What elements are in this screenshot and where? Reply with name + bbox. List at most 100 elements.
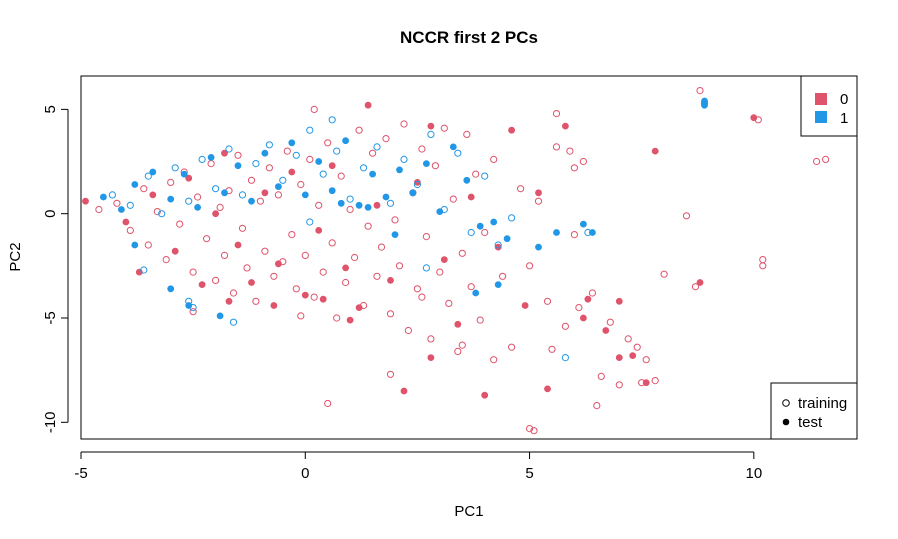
- point-class-0-test: [270, 302, 278, 309]
- point-class-0-training: [167, 178, 175, 186]
- point-class-0-test: [602, 327, 610, 334]
- point-class-1-training: [400, 155, 408, 163]
- x-tick-label: 0: [301, 465, 309, 482]
- point-class-0-training: [395, 262, 404, 270]
- legend-test-label: test: [798, 414, 823, 431]
- point-class-0-training: [247, 176, 256, 184]
- legend-class: 0 1: [800, 75, 858, 137]
- point-class-1-test: [167, 195, 175, 203]
- point-class-0-test: [301, 291, 309, 299]
- y-tick-label: -10: [42, 411, 59, 433]
- point-class-0-test: [225, 297, 233, 305]
- point-class-1-training: [144, 172, 152, 180]
- point-class-1-test: [589, 229, 596, 236]
- point-class-0-test: [615, 297, 623, 305]
- point-class-0-test: [696, 279, 704, 286]
- point-class-0-training: [588, 289, 597, 297]
- point-class-0-training: [274, 191, 282, 199]
- point-class-0-training: [481, 228, 489, 237]
- legend-swatch-1: [815, 111, 827, 123]
- point-class-0-test: [171, 247, 179, 255]
- point-class-0-test: [387, 276, 394, 284]
- point-class-1-training: [346, 195, 354, 203]
- point-class-0-test: [288, 168, 296, 176]
- point-class-0-training: [404, 326, 412, 335]
- point-class-0-training: [346, 205, 354, 214]
- point-class-0-training: [337, 172, 345, 180]
- point-class-1-test: [234, 162, 242, 170]
- point-class-0-test: [328, 162, 336, 170]
- point-class-0-test: [750, 114, 758, 122]
- point-class-0-training: [153, 208, 161, 216]
- point-class-0-test: [346, 316, 354, 324]
- point-class-1-training: [481, 172, 489, 180]
- legend-training-marker: [782, 399, 790, 407]
- point-class-0-training: [633, 343, 641, 351]
- legend-set: training test: [770, 382, 858, 440]
- point-class-0-training: [561, 322, 570, 330]
- point-class-0-training: [552, 110, 561, 118]
- point-class-1-test: [180, 170, 188, 178]
- point-class-0-test: [651, 147, 659, 155]
- point-class-0-test: [315, 226, 323, 234]
- point-class-0-training: [651, 377, 659, 385]
- point-class-1-test: [580, 220, 587, 228]
- point-class-1-test: [422, 160, 430, 167]
- point-class-1-test: [364, 203, 372, 211]
- point-class-1-test: [131, 181, 139, 188]
- point-class-0-training: [162, 256, 170, 264]
- point-class-1-test: [472, 289, 480, 297]
- point-class-0-training: [660, 270, 668, 278]
- point-class-1-test: [355, 201, 363, 209]
- point-class-0-training: [570, 231, 579, 239]
- point-class-0-test: [373, 201, 381, 209]
- point-class-0-test: [413, 178, 421, 186]
- point-class-1-training: [198, 155, 206, 163]
- point-class-0-training: [203, 235, 211, 243]
- point-class-0-training: [517, 185, 525, 193]
- y-axis-label: PC2: [7, 242, 24, 271]
- point-class-0-training: [292, 285, 300, 293]
- y-tick-label: 0: [42, 210, 59, 218]
- point-class-0-test: [248, 279, 255, 286]
- point-class-0-training: [243, 264, 251, 272]
- point-class-0-training: [593, 402, 601, 410]
- point-class-0-test: [427, 122, 435, 130]
- point-class-0-test: [494, 243, 502, 251]
- point-class-1-test: [274, 183, 282, 190]
- point-class-0-training: [342, 278, 350, 287]
- point-class-0-test: [274, 260, 282, 268]
- point-class-0-training: [126, 226, 134, 234]
- point-class-0-training: [369, 149, 377, 157]
- point-class-0-test: [221, 149, 228, 157]
- point-class-1-training: [225, 145, 233, 153]
- point-class-0-training: [234, 151, 242, 159]
- point-class-0-training: [508, 343, 516, 351]
- point-class-0-training: [207, 160, 215, 168]
- legend-training-label: training: [798, 395, 847, 412]
- point-class-0-training: [418, 293, 426, 301]
- point-class-0-training: [642, 356, 650, 364]
- point-class-1-test: [342, 137, 349, 145]
- point-class-0-training: [212, 276, 220, 284]
- point-class-0-training: [418, 145, 426, 153]
- point-class-0-training: [696, 87, 704, 95]
- point-class-0-test: [584, 295, 592, 303]
- point-class-0-training: [297, 312, 305, 320]
- point-class-0-training: [310, 105, 318, 114]
- point-class-0-training: [552, 143, 561, 151]
- point-class-0-test: [364, 101, 372, 109]
- point-class-1-training: [229, 318, 238, 326]
- point-class-0-test: [427, 354, 435, 361]
- point-class-0-training: [431, 162, 439, 170]
- point-class-0-test: [185, 174, 193, 182]
- point-class-0-training: [759, 256, 767, 264]
- point-class-0-training: [288, 231, 296, 239]
- point-class-0-training: [566, 147, 574, 155]
- point-class-0-training: [691, 283, 700, 291]
- point-class-0-training: [261, 247, 269, 255]
- point-class-1-test: [337, 199, 345, 207]
- point-class-0-training: [140, 185, 148, 193]
- point-class-1-test: [167, 285, 175, 293]
- point-class-1-training: [185, 197, 193, 205]
